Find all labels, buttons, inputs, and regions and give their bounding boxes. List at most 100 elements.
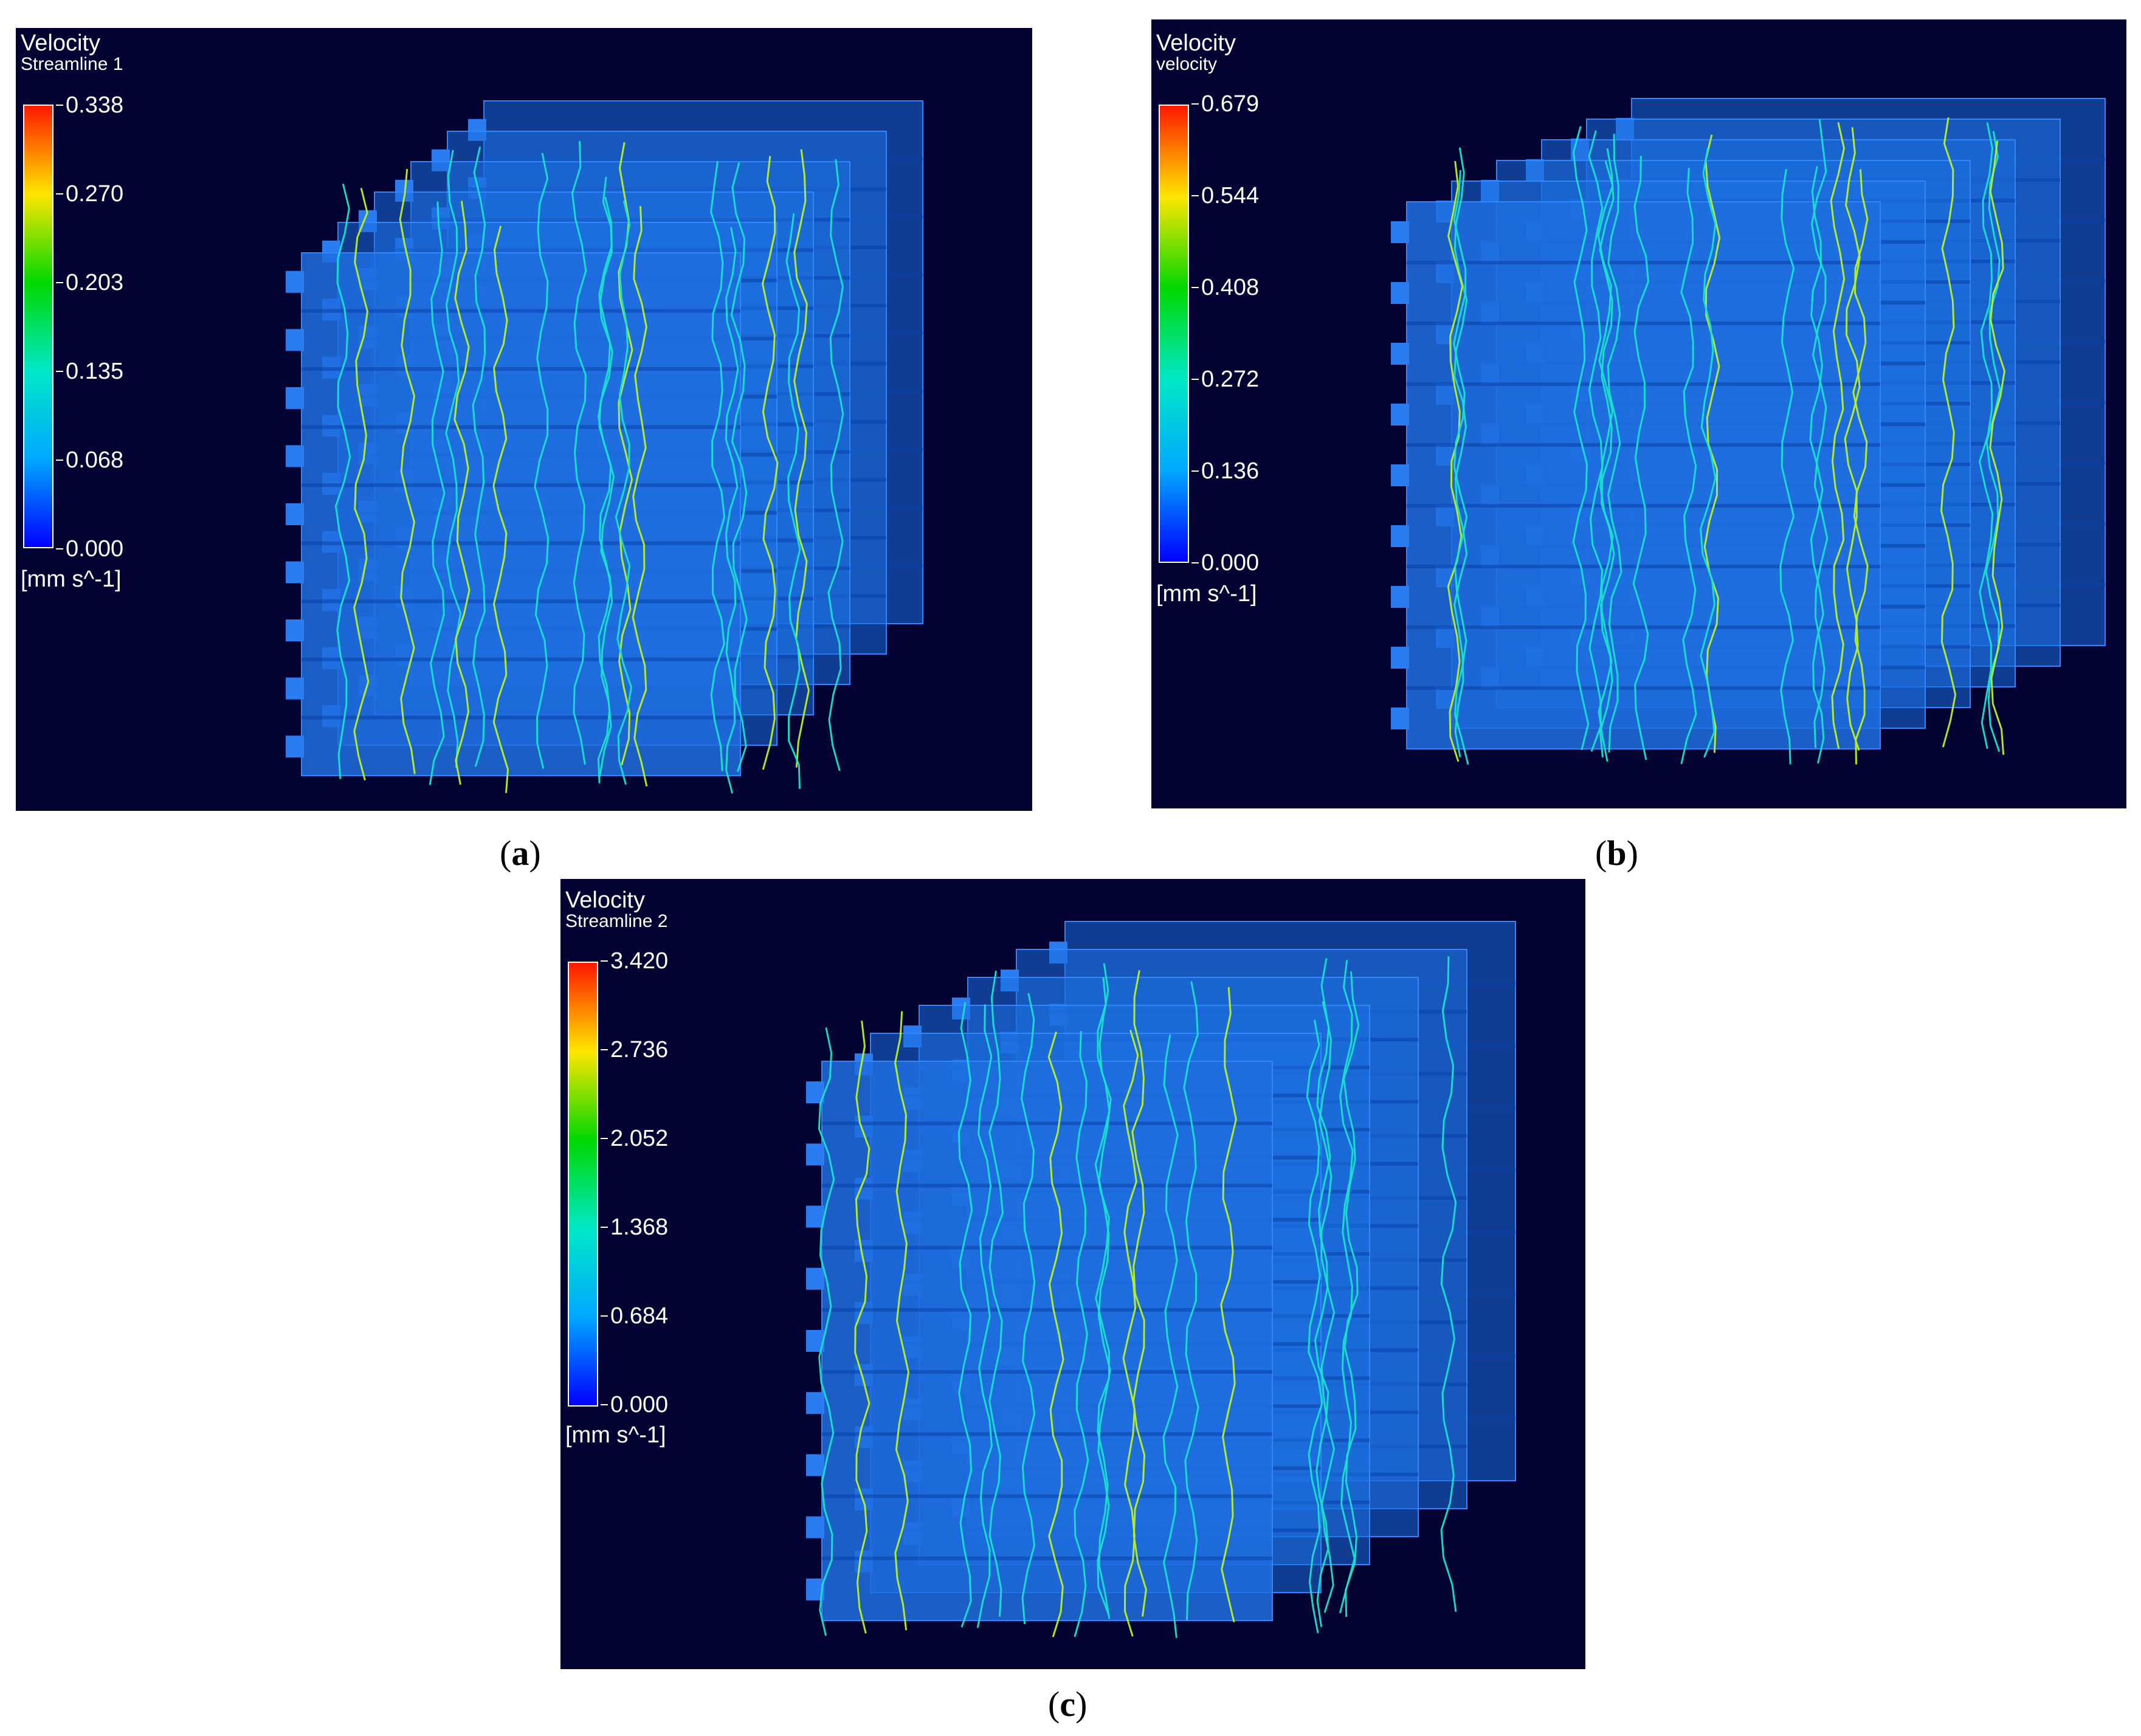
scaffold-notch (286, 677, 304, 700)
streamline (1572, 126, 1590, 751)
streamline (1343, 971, 1360, 1617)
streamline (854, 1021, 871, 1634)
streamline (1989, 140, 2006, 755)
streamline (1453, 170, 1469, 765)
caption-a: (a) (500, 833, 541, 873)
scaffold-plate (301, 252, 741, 776)
caption-c: (c) (1048, 1684, 1088, 1724)
scaffold-group (806, 921, 1516, 1621)
streamline (1020, 993, 1036, 1625)
legend-tick: 0.408 (1191, 275, 1260, 300)
legend-subtitle: Streamline 1 (21, 54, 123, 74)
panel-c: Velocity Streamline 2 3.420 2.736 2.052 … (560, 879, 1585, 1669)
streamline (1680, 168, 1697, 765)
legend-tick: 0.679 (1191, 91, 1260, 117)
color-scale-bar (1159, 105, 1189, 563)
legend-tick: 0.000 (1191, 550, 1260, 576)
scaffold-notch (806, 1143, 824, 1166)
streamline (632, 206, 648, 787)
legend-unit: [mm s^-1] (565, 1422, 666, 1448)
scaffold-notch (286, 503, 304, 525)
panel-a: Velocity Streamline 1 0.338 0.270 0.203 … (16, 28, 1032, 811)
streamline (353, 188, 370, 781)
streamline (598, 176, 615, 777)
streamlines (334, 141, 844, 794)
scaffold-notch (1391, 647, 1409, 669)
streamline (1588, 130, 1604, 752)
velocity-legend-a: Velocity Streamline 1 0.338 0.270 0.203 … (21, 32, 215, 603)
streamline (1453, 147, 1468, 757)
scaffold-render-b (1391, 98, 2106, 765)
scaffold-notch (806, 1205, 824, 1228)
scaffold-notch (286, 619, 304, 642)
streamline (597, 196, 613, 784)
scaffold-notch (286, 270, 304, 293)
scaffold-plate (821, 1061, 1273, 1621)
legend-tick: 2.736 (600, 1037, 669, 1063)
scaffold-notch (806, 1267, 824, 1290)
legend-unit: [mm s^-1] (1156, 581, 1257, 607)
scaffold-render-a (286, 100, 923, 794)
velocity-legend-b: Velocity velocity 0.679 0.544 0.408 0.27… (1156, 32, 1351, 615)
legend-tick: 1.368 (600, 1214, 669, 1240)
scaffold-notch (286, 445, 304, 467)
scaffold-notch (1391, 221, 1409, 243)
legend-tick: 0.544 (1191, 183, 1260, 208)
color-scale-bar (23, 105, 53, 548)
legend-tick: 0.135 (55, 359, 124, 384)
streamline (818, 1027, 835, 1636)
legend-tick: 0.272 (1191, 367, 1260, 392)
streamline (334, 184, 351, 779)
streamline (445, 150, 462, 768)
streamline (988, 970, 1004, 1617)
streamline (399, 168, 416, 774)
scaffold-notch (286, 561, 304, 584)
panel-b: Velocity velocity 0.679 0.544 0.408 0.27… (1151, 19, 2126, 808)
streamline (571, 141, 587, 765)
legend-tick: 0.136 (1191, 458, 1260, 484)
legend-title: Velocity (21, 30, 100, 56)
scaffold-notch (1391, 586, 1409, 608)
streamline (1597, 160, 1614, 762)
legend-title: Velocity (565, 887, 645, 913)
legend-tick: 0.338 (55, 92, 124, 118)
legend-tick: 3.420 (600, 948, 669, 974)
streamline (1047, 1031, 1064, 1638)
streamline (793, 149, 810, 768)
streamline (1632, 156, 1650, 760)
streamline (725, 227, 739, 794)
scaffold-group (286, 100, 923, 776)
color-scale-bar (568, 962, 598, 1407)
streamline (1447, 160, 1464, 762)
scaffold-render-c (806, 921, 1516, 1638)
legend-tick: 0.270 (55, 181, 124, 207)
streamline (615, 200, 633, 785)
scaffold-notch (1391, 525, 1409, 547)
streamlines (818, 956, 1457, 1638)
streamline (1220, 987, 1237, 1623)
caption-b: (b) (1595, 833, 1638, 873)
streamline (1306, 1019, 1323, 1633)
streamline (1440, 956, 1457, 1612)
scaffold-notch (1391, 343, 1409, 365)
streamline (1183, 981, 1199, 1621)
streamline (1810, 119, 1829, 748)
scaffold-notch (1391, 708, 1409, 729)
streamline (730, 162, 748, 773)
scaffold-notch (1391, 282, 1409, 304)
streamline (1830, 122, 1846, 749)
scaffold-plate (1406, 201, 1881, 749)
streamline (761, 156, 779, 770)
legend-subtitle: Streamline 2 (565, 911, 668, 931)
scaffold-notch (806, 1454, 824, 1476)
streamline (1779, 168, 1795, 765)
scaffold-notch (286, 329, 304, 351)
streamline (976, 1004, 993, 1628)
streamline (1074, 1031, 1089, 1638)
streamlines (1447, 117, 2006, 765)
scaffold-notch (1391, 464, 1409, 486)
streamline (534, 153, 550, 769)
streamline (957, 1002, 973, 1628)
streamline (785, 213, 801, 789)
streamline (1314, 1001, 1331, 1627)
